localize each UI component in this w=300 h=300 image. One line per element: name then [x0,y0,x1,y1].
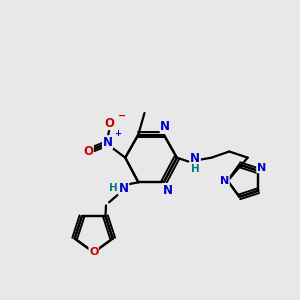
Text: N: N [160,120,170,134]
Text: −: − [118,110,126,120]
Text: O: O [105,116,115,130]
Text: N: N [220,176,229,186]
Text: N: N [103,136,112,149]
Text: +: + [114,129,121,138]
Text: N: N [163,184,172,196]
Text: N: N [190,152,200,165]
Text: N: N [257,163,266,173]
Text: H: H [191,164,200,174]
Text: N: N [119,182,129,195]
Text: O: O [83,145,93,158]
Text: H: H [109,184,117,194]
Text: O: O [89,248,98,257]
